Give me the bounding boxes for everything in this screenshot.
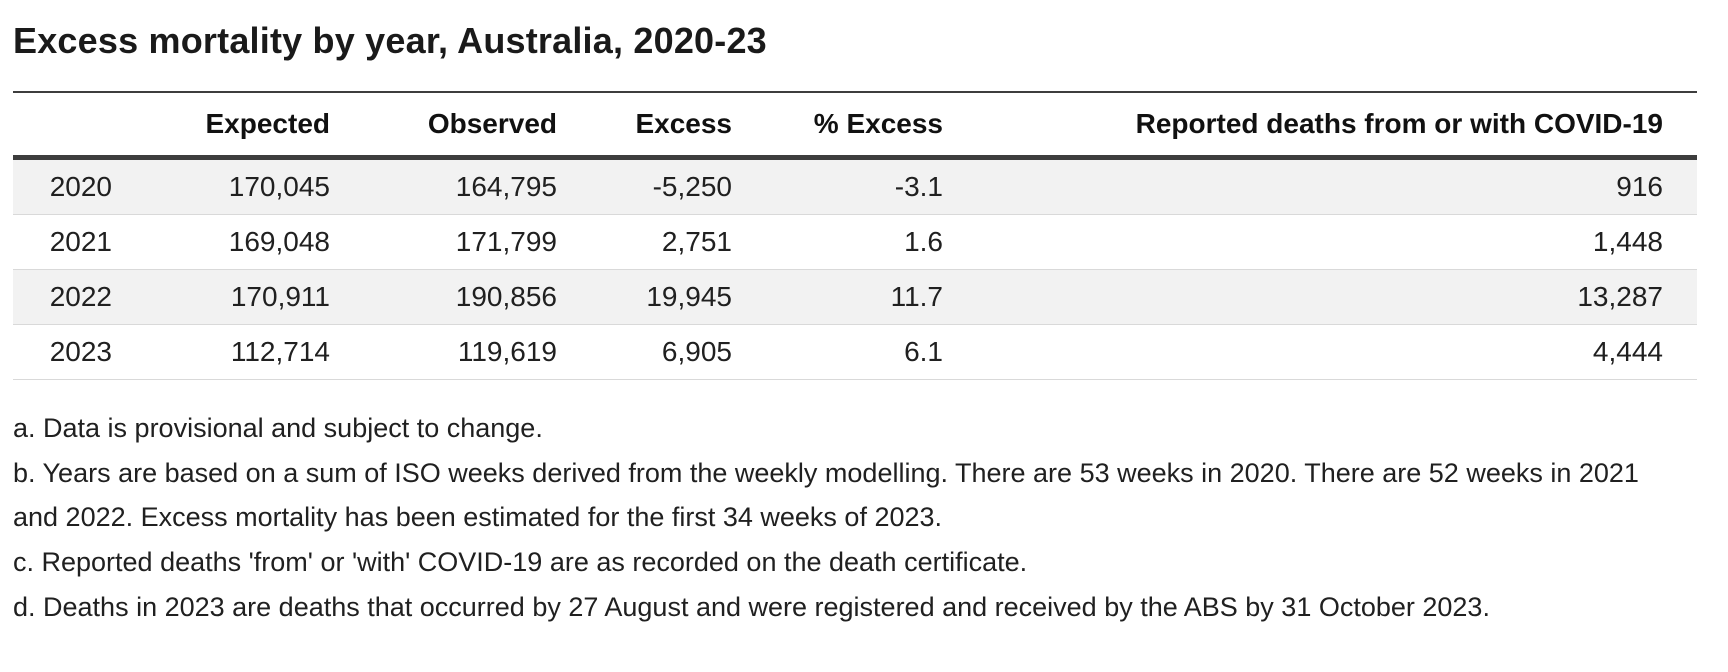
cell-observed: 119,619 [457, 335, 557, 367]
cell-observed: 164,795 [455, 170, 557, 202]
cell-pct-excess: 1.6 [904, 225, 943, 257]
cell-year: 2020 [49, 170, 112, 202]
footnote-b: b. Years are based on a sum of ISO weeks… [13, 457, 1639, 532]
cell-year: 2023 [49, 335, 112, 367]
cell-pct-excess: 11.7 [890, 280, 943, 312]
table-row: 2021 169,048 171,799 2,751 1.6 1,448 [13, 214, 1697, 270]
cell-expected: 169,048 [228, 225, 330, 257]
cell-excess: 6,905 [661, 335, 732, 367]
col-header-expected: Expected [205, 107, 331, 139]
excess-mortality-table: Expected Observed Excess % Excess Report… [13, 91, 1697, 380]
table-row: 2020 170,045 164,795 -5,250 -3.1 916 [13, 157, 1697, 215]
cell-excess: 2,751 [661, 225, 732, 257]
cell-covid-deaths: 13,287 [1577, 280, 1663, 312]
cell-excess: -5,250 [652, 170, 732, 202]
cell-covid-deaths: 1,448 [1592, 225, 1663, 257]
page-title: Excess mortality by year, Australia, 202… [13, 20, 767, 61]
cell-observed: 190,856 [455, 280, 557, 312]
cell-pct-excess: -3.1 [894, 170, 943, 202]
cell-year: 2021 [49, 225, 112, 257]
footnotes: a. Data is provisional and subject to ch… [13, 406, 1663, 629]
cell-expected: 112,714 [230, 335, 330, 367]
col-header-year [13, 92, 128, 158]
cell-covid-deaths: 916 [1616, 170, 1663, 202]
col-header-covid-deaths: Reported deaths from or with COVID-19 [1135, 107, 1663, 139]
cell-expected: 170,911 [230, 280, 330, 312]
footnote-c: c. Reported deaths 'from' or 'with' COVI… [13, 546, 1028, 577]
cell-observed: 171,799 [455, 225, 557, 257]
col-header-pct-excess: % Excess [813, 107, 943, 139]
cell-excess: 19,945 [646, 280, 732, 312]
cell-expected: 170,045 [228, 170, 330, 202]
footnote-d: d. Deaths in 2023 are deaths that occurr… [13, 591, 1490, 622]
col-header-observed: Observed [427, 107, 557, 139]
table-row: 2023 112,714 119,619 6,905 6.1 4,444 [13, 324, 1697, 380]
table-header-row: Expected Observed Excess % Excess Report… [13, 91, 1697, 158]
cell-covid-deaths: 4,444 [1592, 335, 1663, 367]
cell-year: 2022 [49, 280, 112, 312]
table-body: 2020 170,045 164,795 -5,250 -3.1 916 2021 169,0… [13, 157, 1697, 380]
cell-pct-excess: 6.1 [904, 335, 943, 367]
footnote-a: a. Data is provisional and subject to ch… [13, 412, 543, 443]
col-header-excess: Excess [635, 107, 732, 139]
table-row: 2022 170,911 190,856 19,945 11.7 13,287 [13, 269, 1697, 325]
table-header: Expected Observed Excess % Excess Report… [13, 91, 1697, 158]
